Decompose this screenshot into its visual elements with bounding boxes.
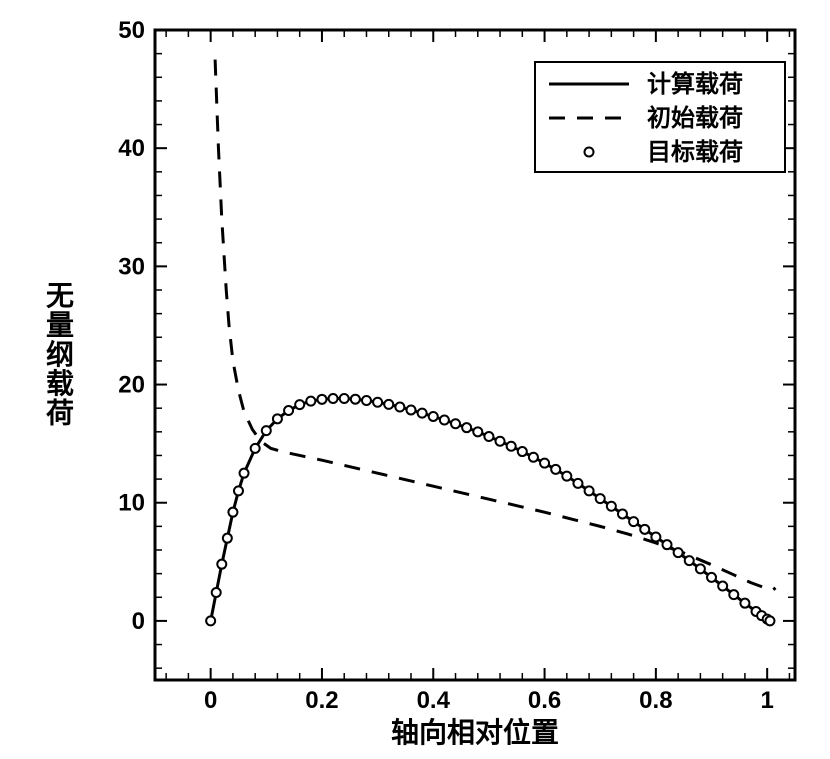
target-marker: [740, 599, 749, 608]
target-marker: [418, 409, 427, 418]
target-marker: [440, 416, 449, 425]
target-marker: [217, 560, 226, 569]
x-tick-label: 0.6: [528, 687, 561, 714]
legend-label: 计算载荷: [647, 70, 743, 98]
y-axis-label-char: 荷: [46, 398, 74, 430]
target-marker: [362, 396, 371, 405]
target-marker: [407, 405, 416, 414]
y-tick-label: 50: [118, 17, 145, 44]
target-marker: [262, 426, 271, 435]
target-marker: [765, 616, 774, 625]
target-marker: [729, 590, 738, 599]
y-axis-label-char: 纲: [46, 338, 74, 371]
target-marker: [707, 573, 716, 582]
target-marker: [573, 479, 582, 488]
target-marker: [340, 394, 349, 403]
x-tick-label: 0: [204, 687, 217, 714]
target-marker: [607, 502, 616, 511]
target-marker: [234, 486, 243, 495]
target-marker: [295, 400, 304, 409]
target-marker: [429, 412, 438, 421]
chart-container: 00.20.40.60.8101020304050轴向相对位置无量纲载荷计算载荷…: [0, 0, 830, 759]
y-tick-label: 0: [132, 608, 145, 635]
y-axis-label-char: 载: [46, 368, 74, 400]
target-marker: [223, 534, 232, 543]
legend-label: 初始载荷: [647, 105, 743, 132]
target-marker: [629, 517, 638, 526]
x-axis-label: 轴向相对位置: [391, 716, 559, 749]
legend-sample-marker: [585, 148, 594, 157]
target-marker: [674, 548, 683, 557]
target-marker: [351, 395, 360, 404]
y-tick-label: 10: [118, 490, 145, 517]
target-marker: [462, 423, 471, 432]
target-marker: [451, 419, 460, 428]
x-tick-label: 0.2: [305, 687, 338, 714]
target-marker: [551, 465, 560, 474]
series-target: [206, 394, 774, 625]
chart-svg: 00.20.40.60.8101020304050轴向相对位置无量纲载荷计算载荷…: [0, 0, 830, 759]
target-marker: [663, 540, 672, 549]
target-marker: [496, 437, 505, 446]
target-marker: [585, 486, 594, 495]
y-tick-label: 20: [118, 372, 145, 399]
target-marker: [228, 508, 237, 517]
target-marker: [329, 394, 338, 403]
x-tick-label: 0.8: [639, 687, 672, 714]
target-marker: [284, 406, 293, 415]
target-marker: [395, 403, 404, 412]
target-marker: [473, 427, 482, 436]
target-marker: [518, 447, 527, 456]
target-marker: [685, 556, 694, 565]
y-axis-label-char: 无: [46, 281, 74, 312]
target-marker: [484, 432, 493, 441]
target-marker: [640, 525, 649, 534]
y-tick-label: 40: [118, 135, 145, 162]
target-marker: [718, 582, 727, 591]
x-tick-label: 1: [760, 687, 773, 714]
target-marker: [373, 398, 382, 407]
target-marker: [618, 509, 627, 518]
target-marker: [251, 444, 260, 453]
target-marker: [529, 453, 538, 462]
target-marker: [540, 459, 549, 468]
target-marker: [212, 588, 221, 597]
y-axis-label-char: 量: [46, 310, 74, 341]
target-marker: [306, 397, 315, 406]
target-marker: [273, 414, 282, 423]
target-marker: [507, 442, 516, 451]
target-marker: [317, 395, 326, 404]
y-tick-label: 30: [118, 253, 145, 280]
target-marker: [240, 469, 249, 478]
target-marker: [562, 472, 571, 481]
legend-label: 目标载荷: [647, 139, 743, 166]
target-marker: [651, 533, 660, 542]
x-tick-label: 0.4: [417, 687, 451, 714]
target-marker: [384, 400, 393, 409]
target-marker: [596, 494, 605, 503]
target-marker: [696, 564, 705, 573]
target-marker: [206, 616, 215, 625]
